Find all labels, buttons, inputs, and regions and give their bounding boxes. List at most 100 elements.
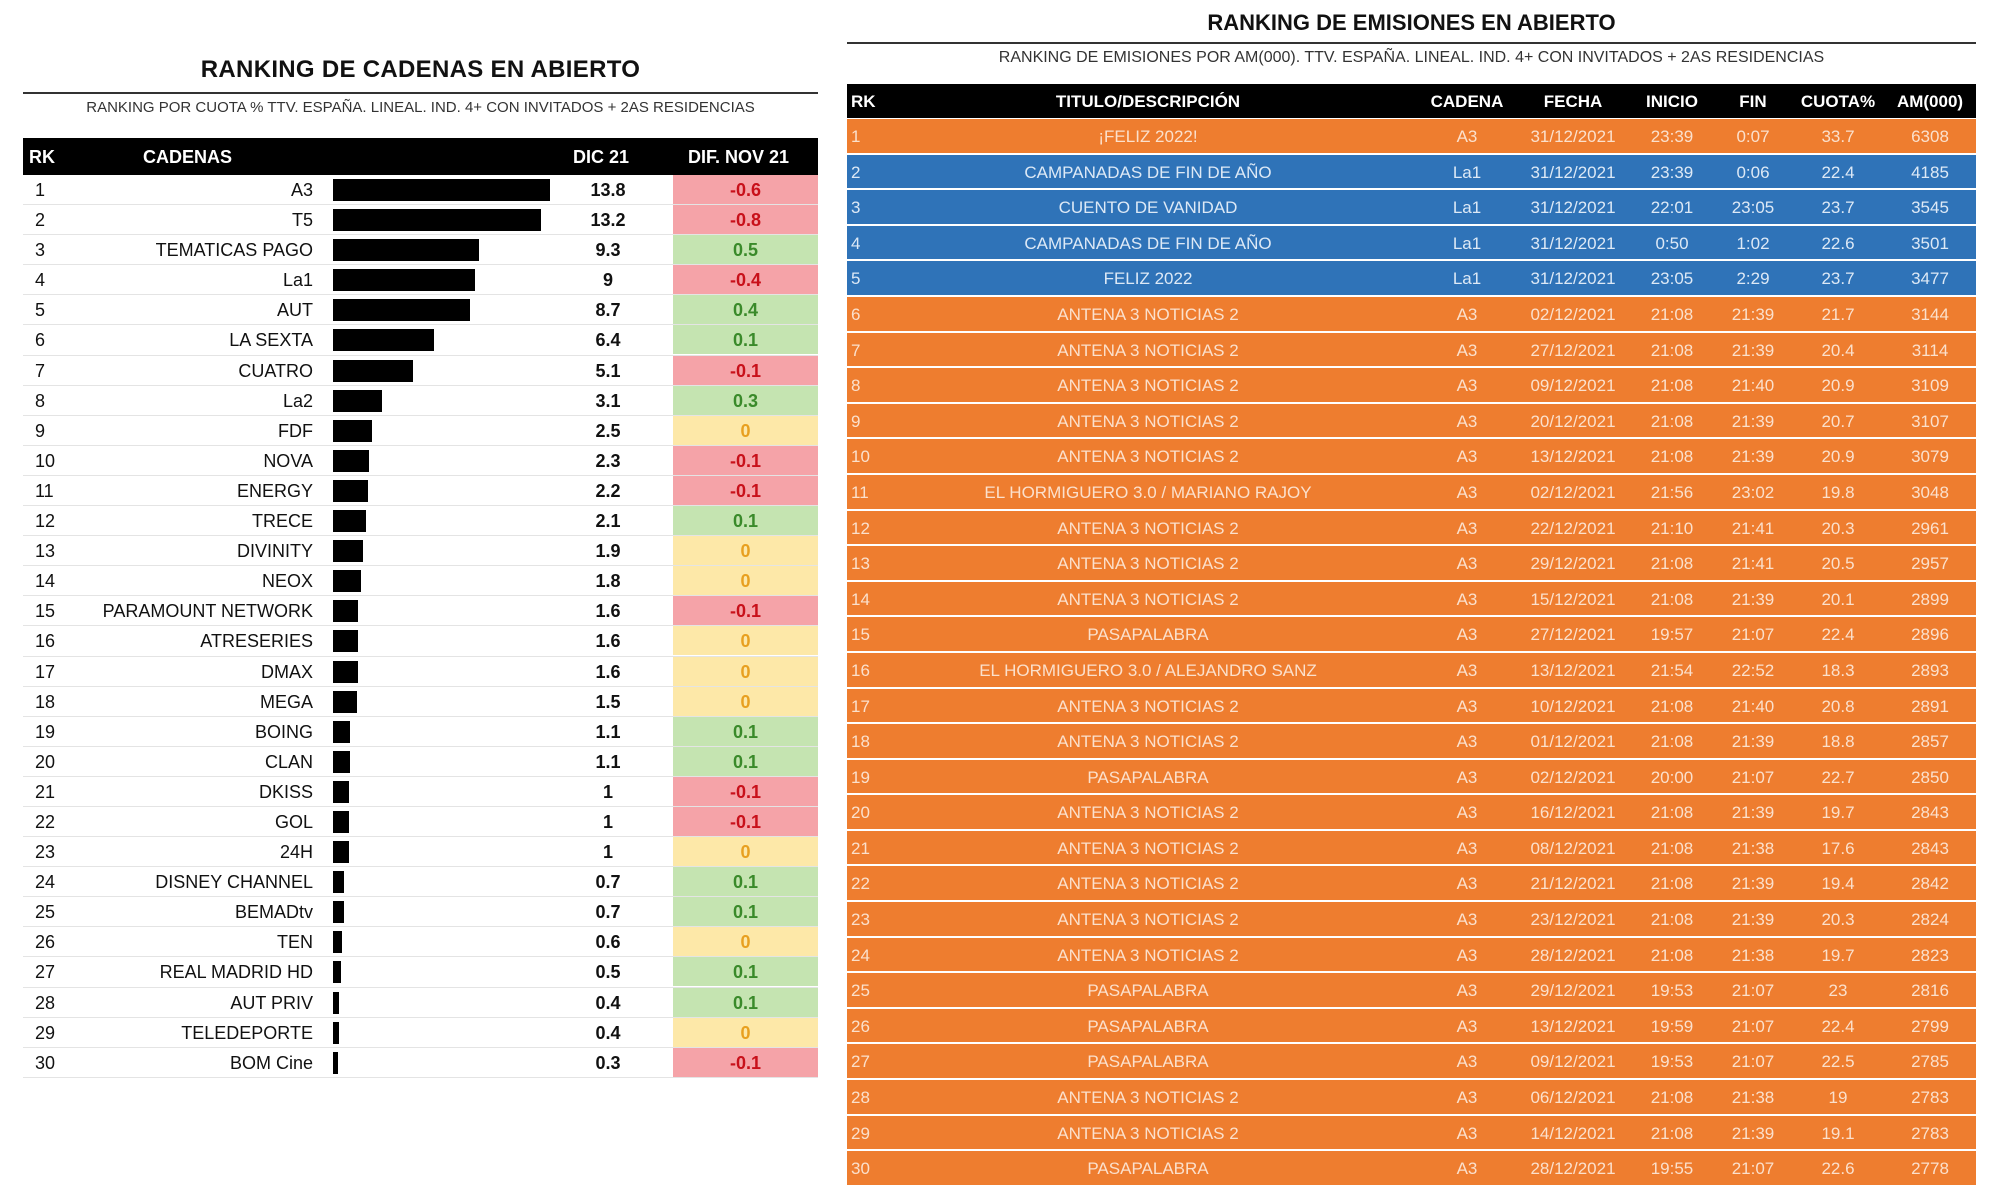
- cell-fecha: 09/12/2021: [1530, 1052, 1616, 1072]
- cell-fin: 0:06: [1736, 162, 1770, 182]
- diff-value: 0: [673, 626, 818, 656]
- share-value: 9.3: [595, 240, 621, 261]
- cell-cuota: 22.4: [1821, 162, 1855, 182]
- channel-row: 23 24H 1 0: [23, 837, 818, 868]
- cell-inicio: 21:10: [1650, 518, 1694, 538]
- cell-titulo: PASAPALABRA: [1087, 1052, 1209, 1072]
- cell-titulo: ANTENA 3 NOTICIAS 2: [1057, 589, 1239, 609]
- diff-value: -0.1: [673, 475, 818, 505]
- share-value: 1.6: [595, 631, 621, 652]
- cell-fecha: 13/12/2021: [1530, 660, 1616, 680]
- cell-cuota: 22.7: [1821, 767, 1855, 787]
- share-bar: [333, 359, 414, 382]
- rank: 9: [35, 420, 46, 441]
- header-dif-nov21: DIF. NOV 21: [688, 147, 790, 167]
- cell-fecha: 02/12/2021: [1530, 482, 1616, 502]
- cell-inicio: 21:08: [1650, 1088, 1694, 1108]
- cell-fin: 21:39: [1731, 447, 1775, 467]
- channel-name: La2: [282, 390, 313, 411]
- cell-cadena: A3: [1456, 803, 1478, 823]
- cell-titulo: CUENTO DE VANIDAD: [1058, 198, 1238, 218]
- channel-name: DIVINITY: [236, 541, 313, 562]
- cell-titulo: ANTENA 3 NOTICIAS 2: [1057, 340, 1239, 360]
- share-bar: [333, 690, 357, 713]
- header-titulo: TITULO/DESCRIPCIÓN: [1055, 92, 1241, 111]
- diff-value: 0: [673, 656, 818, 686]
- cell-titulo: ANTENA 3 NOTICIAS 2: [1057, 910, 1239, 930]
- channel-name: TEN: [277, 932, 313, 953]
- cell-fin: 21:07: [1731, 767, 1775, 787]
- cell-rk: 16: [851, 660, 870, 680]
- share-bar: [333, 720, 351, 743]
- cell-rk: 22: [851, 874, 870, 894]
- broadcast-row: 14 ANTENA 3 NOTICIAS 2 A3 15/12/2021 21:08 21…: [847, 581, 1976, 618]
- cell-rk: 7: [851, 340, 861, 360]
- rank: 3: [35, 240, 46, 261]
- channel-row: 11 ENERGY 2.2 -0.1: [23, 475, 818, 507]
- broadcast-row: 23 ANTENA 3 NOTICIAS 2 A3 23/12/2021 21:08 21…: [847, 902, 1976, 938]
- channel-name: AUT PRIV: [230, 992, 313, 1013]
- cell-fin: 22:52: [1731, 660, 1775, 680]
- share-value: 0.6: [595, 932, 621, 953]
- cell-cuota: 20.3: [1821, 910, 1855, 930]
- cell-am: 2843: [1911, 838, 1949, 858]
- cell-fecha: 28/12/2021: [1530, 945, 1616, 965]
- channel-row: 16 ATRESERIES 1.6 0: [23, 626, 818, 657]
- cell-cadena: A3: [1456, 767, 1478, 787]
- broadcast-row: 13 ANTENA 3 NOTICIAS 2 A3 29/12/2021 21:08 21…: [847, 546, 1976, 582]
- cell-am: 2896: [1911, 625, 1949, 645]
- cell-cadena: A3: [1456, 1123, 1478, 1143]
- cell-fin: 2:29: [1736, 269, 1770, 289]
- cell-rk: 28: [851, 1088, 870, 1108]
- cell-cuota: 20.3: [1821, 518, 1855, 538]
- cell-cadena: A3: [1456, 376, 1478, 396]
- share-value: 2.2: [595, 480, 621, 501]
- channel-row: 18 MEGA 1.5 0: [23, 686, 818, 717]
- broadcast-row: 29 ANTENA 3 NOTICIAS 2 A3 14/12/2021 21:08 21…: [847, 1115, 1976, 1152]
- channel-name: A3: [290, 180, 313, 200]
- diff-value: 0: [673, 566, 818, 596]
- broadcast-row: 2 CAMPANADAS DE FIN DE AÑO La1 31/12/2021 23…: [847, 154, 1976, 191]
- cell-inicio: 19:57: [1650, 625, 1694, 645]
- cell-am: 2783: [1911, 1123, 1949, 1143]
- cell-inicio: 21:08: [1650, 376, 1694, 396]
- cell-am: 3109: [1911, 376, 1949, 396]
- cell-rk: 14: [851, 589, 870, 609]
- cell-titulo: FELIZ 2022: [1103, 269, 1193, 289]
- cell-cuota: 19.4: [1821, 874, 1855, 894]
- cell-rk: 18: [851, 732, 870, 752]
- cell-cadena: A3: [1456, 732, 1478, 752]
- share-bar: [333, 329, 434, 352]
- header-fecha: FECHA: [1543, 92, 1603, 111]
- cell-am: 2783: [1911, 1088, 1949, 1108]
- cell-inicio: 22:01: [1650, 198, 1694, 218]
- cell-cadena: A3: [1456, 127, 1478, 146]
- cell-fin: 23:02: [1731, 482, 1775, 502]
- cell-cuota: 33.7: [1821, 127, 1855, 146]
- cell-cadena: A3: [1456, 1052, 1478, 1072]
- cell-cadena: A3: [1456, 447, 1478, 467]
- cell-cuota: 18.8: [1821, 732, 1855, 752]
- cell-am: 2957: [1911, 554, 1949, 574]
- cell-fin: 21:39: [1731, 304, 1775, 324]
- cell-cuota: 19.7: [1821, 803, 1855, 823]
- cell-am: 2824: [1911, 910, 1949, 930]
- rank: 13: [35, 541, 56, 562]
- cell-am: 2843: [1911, 803, 1949, 823]
- cell-cuota: 23.7: [1821, 269, 1855, 289]
- channel-name: ENERGY: [236, 480, 313, 501]
- diff-value: 0: [673, 686, 818, 716]
- cell-cuota: 22.6: [1821, 1159, 1855, 1179]
- cell-fecha: 28/12/2021: [1530, 1159, 1616, 1179]
- rank: 2: [35, 210, 46, 231]
- diff-value: 0.4: [673, 295, 818, 325]
- diff-value: -0.6: [673, 175, 818, 204]
- share-value: 0.4: [595, 1022, 621, 1043]
- cell-fin: 21:41: [1731, 554, 1775, 574]
- header-rk: RK: [29, 147, 55, 167]
- cell-fecha: 27/12/2021: [1530, 625, 1616, 645]
- cell-cuota: 20.4: [1821, 340, 1855, 360]
- cell-cuota: 20.9: [1821, 447, 1855, 467]
- cell-fin: 21:38: [1731, 838, 1775, 858]
- rank: 12: [35, 511, 56, 532]
